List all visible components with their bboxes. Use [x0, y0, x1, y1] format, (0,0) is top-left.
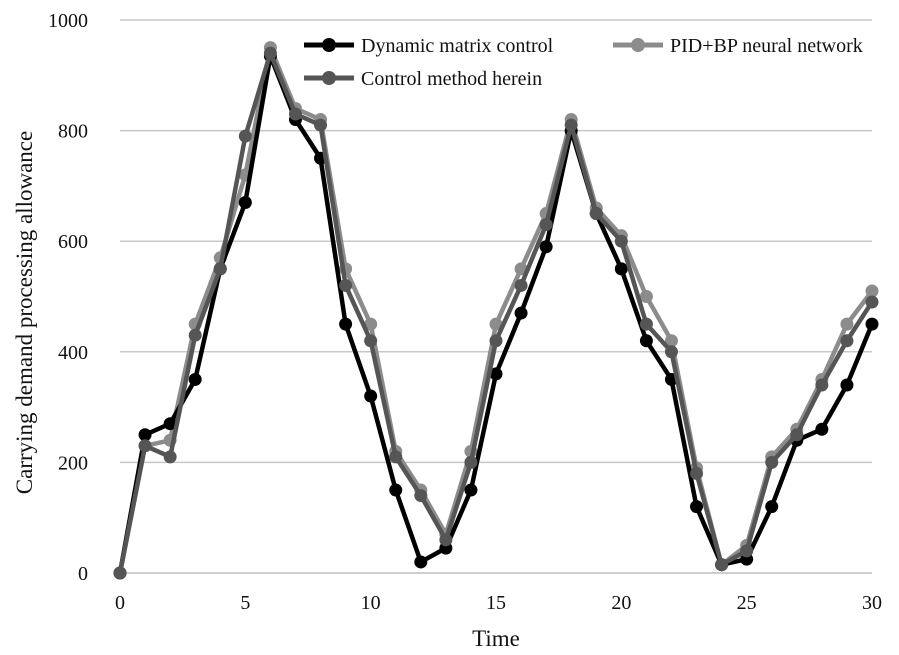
legend-label: Control method herein — [361, 68, 542, 90]
data-point — [238, 195, 252, 209]
x-tick-label: 0 — [115, 592, 125, 614]
data-point — [339, 317, 353, 331]
data-point — [765, 455, 779, 469]
legend-item: Control method herein — [304, 68, 542, 90]
data-point — [389, 450, 403, 464]
data-point — [639, 290, 653, 303]
data-point — [614, 262, 628, 276]
data-point — [364, 334, 378, 348]
legend-item: Dynamic matrix control — [304, 35, 554, 57]
data-point — [414, 489, 428, 503]
data-point — [514, 278, 528, 292]
x-axis-title: Time — [472, 626, 520, 651]
data-point — [865, 284, 879, 298]
legend-label: Dynamic matrix control — [361, 35, 554, 57]
y-tick-label: 800 — [58, 121, 88, 143]
y-tick-label: 600 — [58, 231, 88, 253]
x-tick-label: 30 — [862, 592, 882, 614]
data-point — [163, 450, 177, 464]
data-point — [314, 118, 328, 132]
data-point — [464, 455, 478, 469]
data-point — [865, 317, 879, 331]
data-point — [840, 334, 854, 348]
x-tick-label: 15 — [486, 592, 506, 614]
y-tick-label: 400 — [58, 342, 88, 364]
data-point — [639, 317, 653, 331]
data-point — [765, 500, 779, 514]
data-point — [414, 555, 428, 569]
x-tick-labels: 0 5 10 15 20 25 30 — [115, 592, 882, 614]
data-point — [288, 107, 302, 121]
data-point — [163, 417, 177, 431]
data-point — [138, 428, 152, 442]
data-point — [489, 334, 503, 348]
x-tick-label: 10 — [361, 592, 381, 614]
data-point — [138, 439, 152, 453]
x-tick-label: 20 — [611, 592, 631, 614]
data-point — [188, 328, 202, 342]
data-point — [238, 129, 252, 143]
data-point — [489, 317, 503, 331]
data-point — [614, 234, 628, 248]
data-point — [263, 46, 277, 60]
series-lines — [113, 41, 879, 580]
legend-swatch-marker — [322, 38, 336, 52]
data-point — [464, 483, 478, 497]
data-point — [539, 218, 553, 232]
data-point — [815, 422, 829, 436]
data-point — [840, 378, 854, 392]
legend-swatch-marker — [322, 71, 336, 85]
data-point — [639, 334, 653, 348]
series-line — [117, 45, 874, 574]
legend-label: PID+BP neural network — [670, 35, 863, 57]
data-point — [664, 345, 678, 359]
data-point — [740, 544, 754, 558]
data-point — [439, 533, 453, 547]
data-point — [690, 466, 704, 480]
x-tick-label: 5 — [240, 592, 250, 614]
y-tick-label: 0 — [78, 563, 88, 585]
data-point — [865, 295, 879, 309]
data-point — [489, 367, 503, 381]
data-point — [339, 278, 353, 292]
data-point — [564, 118, 578, 132]
series-control-method-herein — [113, 46, 879, 580]
data-point — [715, 558, 729, 572]
data-point — [389, 483, 403, 497]
y-axis-title: Carrying demand processing allowance — [12, 131, 37, 494]
data-point — [188, 372, 202, 386]
data-point — [690, 500, 704, 514]
series-dynamic-matrix-control — [113, 49, 879, 580]
data-point — [364, 317, 378, 331]
y-tick-label: 200 — [58, 452, 88, 474]
y-tick-label: 1000 — [48, 10, 88, 32]
data-point — [213, 262, 227, 276]
y-tick-labels: 0 200 400 600 800 1000 — [48, 10, 88, 585]
data-point — [113, 566, 127, 580]
data-point — [840, 317, 854, 331]
data-point — [664, 334, 678, 348]
data-point — [589, 207, 603, 221]
legend: Dynamic matrix control PID+BP neural netw… — [304, 35, 863, 90]
data-point — [539, 240, 553, 254]
data-point — [364, 389, 378, 403]
legend-item: PID+BP neural network — [613, 35, 863, 57]
legend-swatch-marker — [631, 38, 645, 52]
gridlines — [120, 19, 872, 574]
x-tick-label: 25 — [737, 592, 757, 614]
data-point — [514, 306, 528, 320]
data-point — [815, 378, 829, 392]
data-point — [790, 428, 804, 442]
